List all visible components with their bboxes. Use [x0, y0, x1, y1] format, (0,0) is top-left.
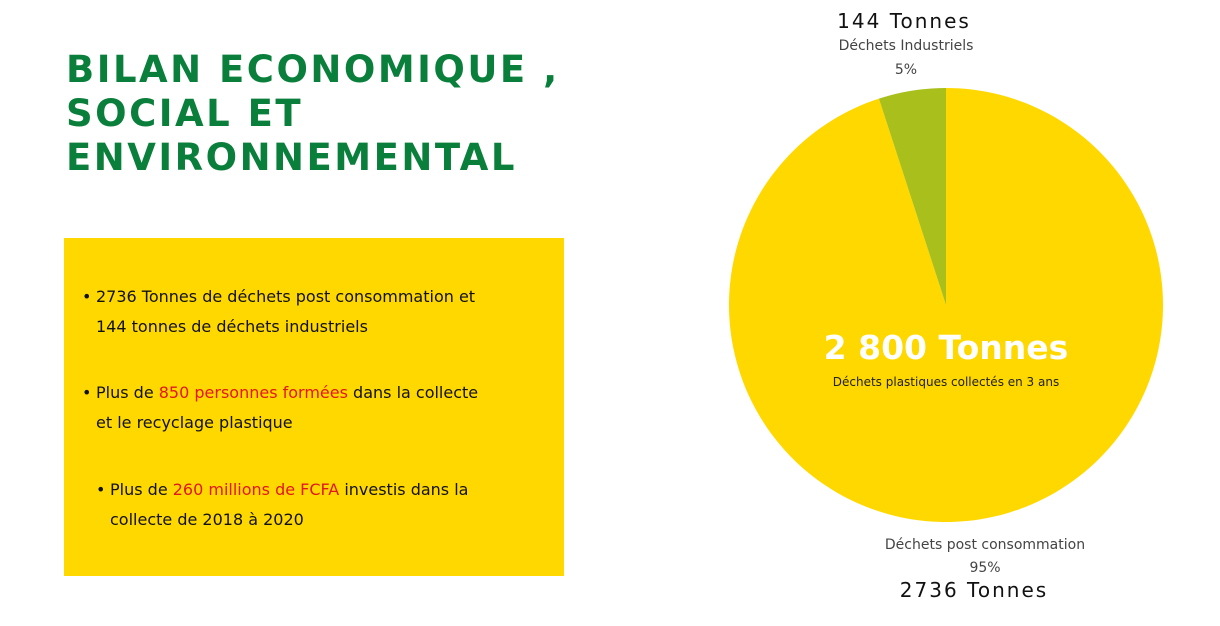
bullet-1-line-1: 2736 Tonnes de déchets post consommation…: [96, 287, 476, 306]
bullet-1-line-2: 144 tonnes de déchets industriels: [96, 317, 368, 336]
center-label: Déchets plastiques collectés en 3 ans: [833, 375, 1059, 389]
info-box: • 2736 Tonnes de déchets post consommati…: [64, 238, 564, 576]
bullet-people-trained: • Plus de 850 personnes formées dans la …: [82, 378, 546, 438]
center-value: 2 800 Tonnes: [824, 328, 1069, 367]
bullet-waste-tonnage: • 2736 Tonnes de déchets post consommati…: [82, 282, 546, 342]
title-line-3: ENVIRONNEMENTAL: [66, 136, 517, 179]
post-consumption-value-label: 2736 Tonnes: [900, 578, 1048, 602]
title-line-2: SOCIAL ET: [66, 92, 304, 135]
pie-slices: [729, 88, 1163, 522]
title-line-1: BILAN ECONOMIQUE ,: [66, 48, 560, 91]
industrial-name-label: Déchets Industriels: [839, 38, 974, 54]
page-title: BILAN ECONOMIQUE , SOCIAL ET ENVIRONNEME…: [66, 48, 606, 180]
post-consumption-name-label: Déchets post consommation: [885, 537, 1085, 553]
industrial-percent-label: 5%: [895, 62, 917, 78]
industrial-value-label: 144 Tonnes: [837, 9, 971, 33]
bullet-2-highlight: 850 personnes formées: [158, 383, 348, 402]
post-consumption-percent-label: 95%: [969, 560, 1000, 576]
bullet-3-pre: Plus de: [110, 480, 173, 499]
bullet-2-post: dans la collecte: [347, 383, 479, 402]
bullet-dot: •: [82, 287, 92, 306]
bullet-dot: •: [82, 383, 92, 402]
bullet-3-post: investis dans la: [339, 480, 469, 499]
slice-industrial: [878, 88, 946, 305]
bullet-2-line-2: et le recyclage plastique: [96, 413, 293, 432]
bullet-investment: • Plus de 260 millions de FCFA investis …: [96, 475, 550, 535]
bullet-3-highlight: 260 millions de FCFA: [172, 480, 340, 499]
bullet-2-pre: Plus de: [96, 383, 159, 402]
bullet-3-line-2: collecte de 2018 à 2020: [110, 510, 304, 529]
bullet-dot: •: [96, 480, 106, 499]
